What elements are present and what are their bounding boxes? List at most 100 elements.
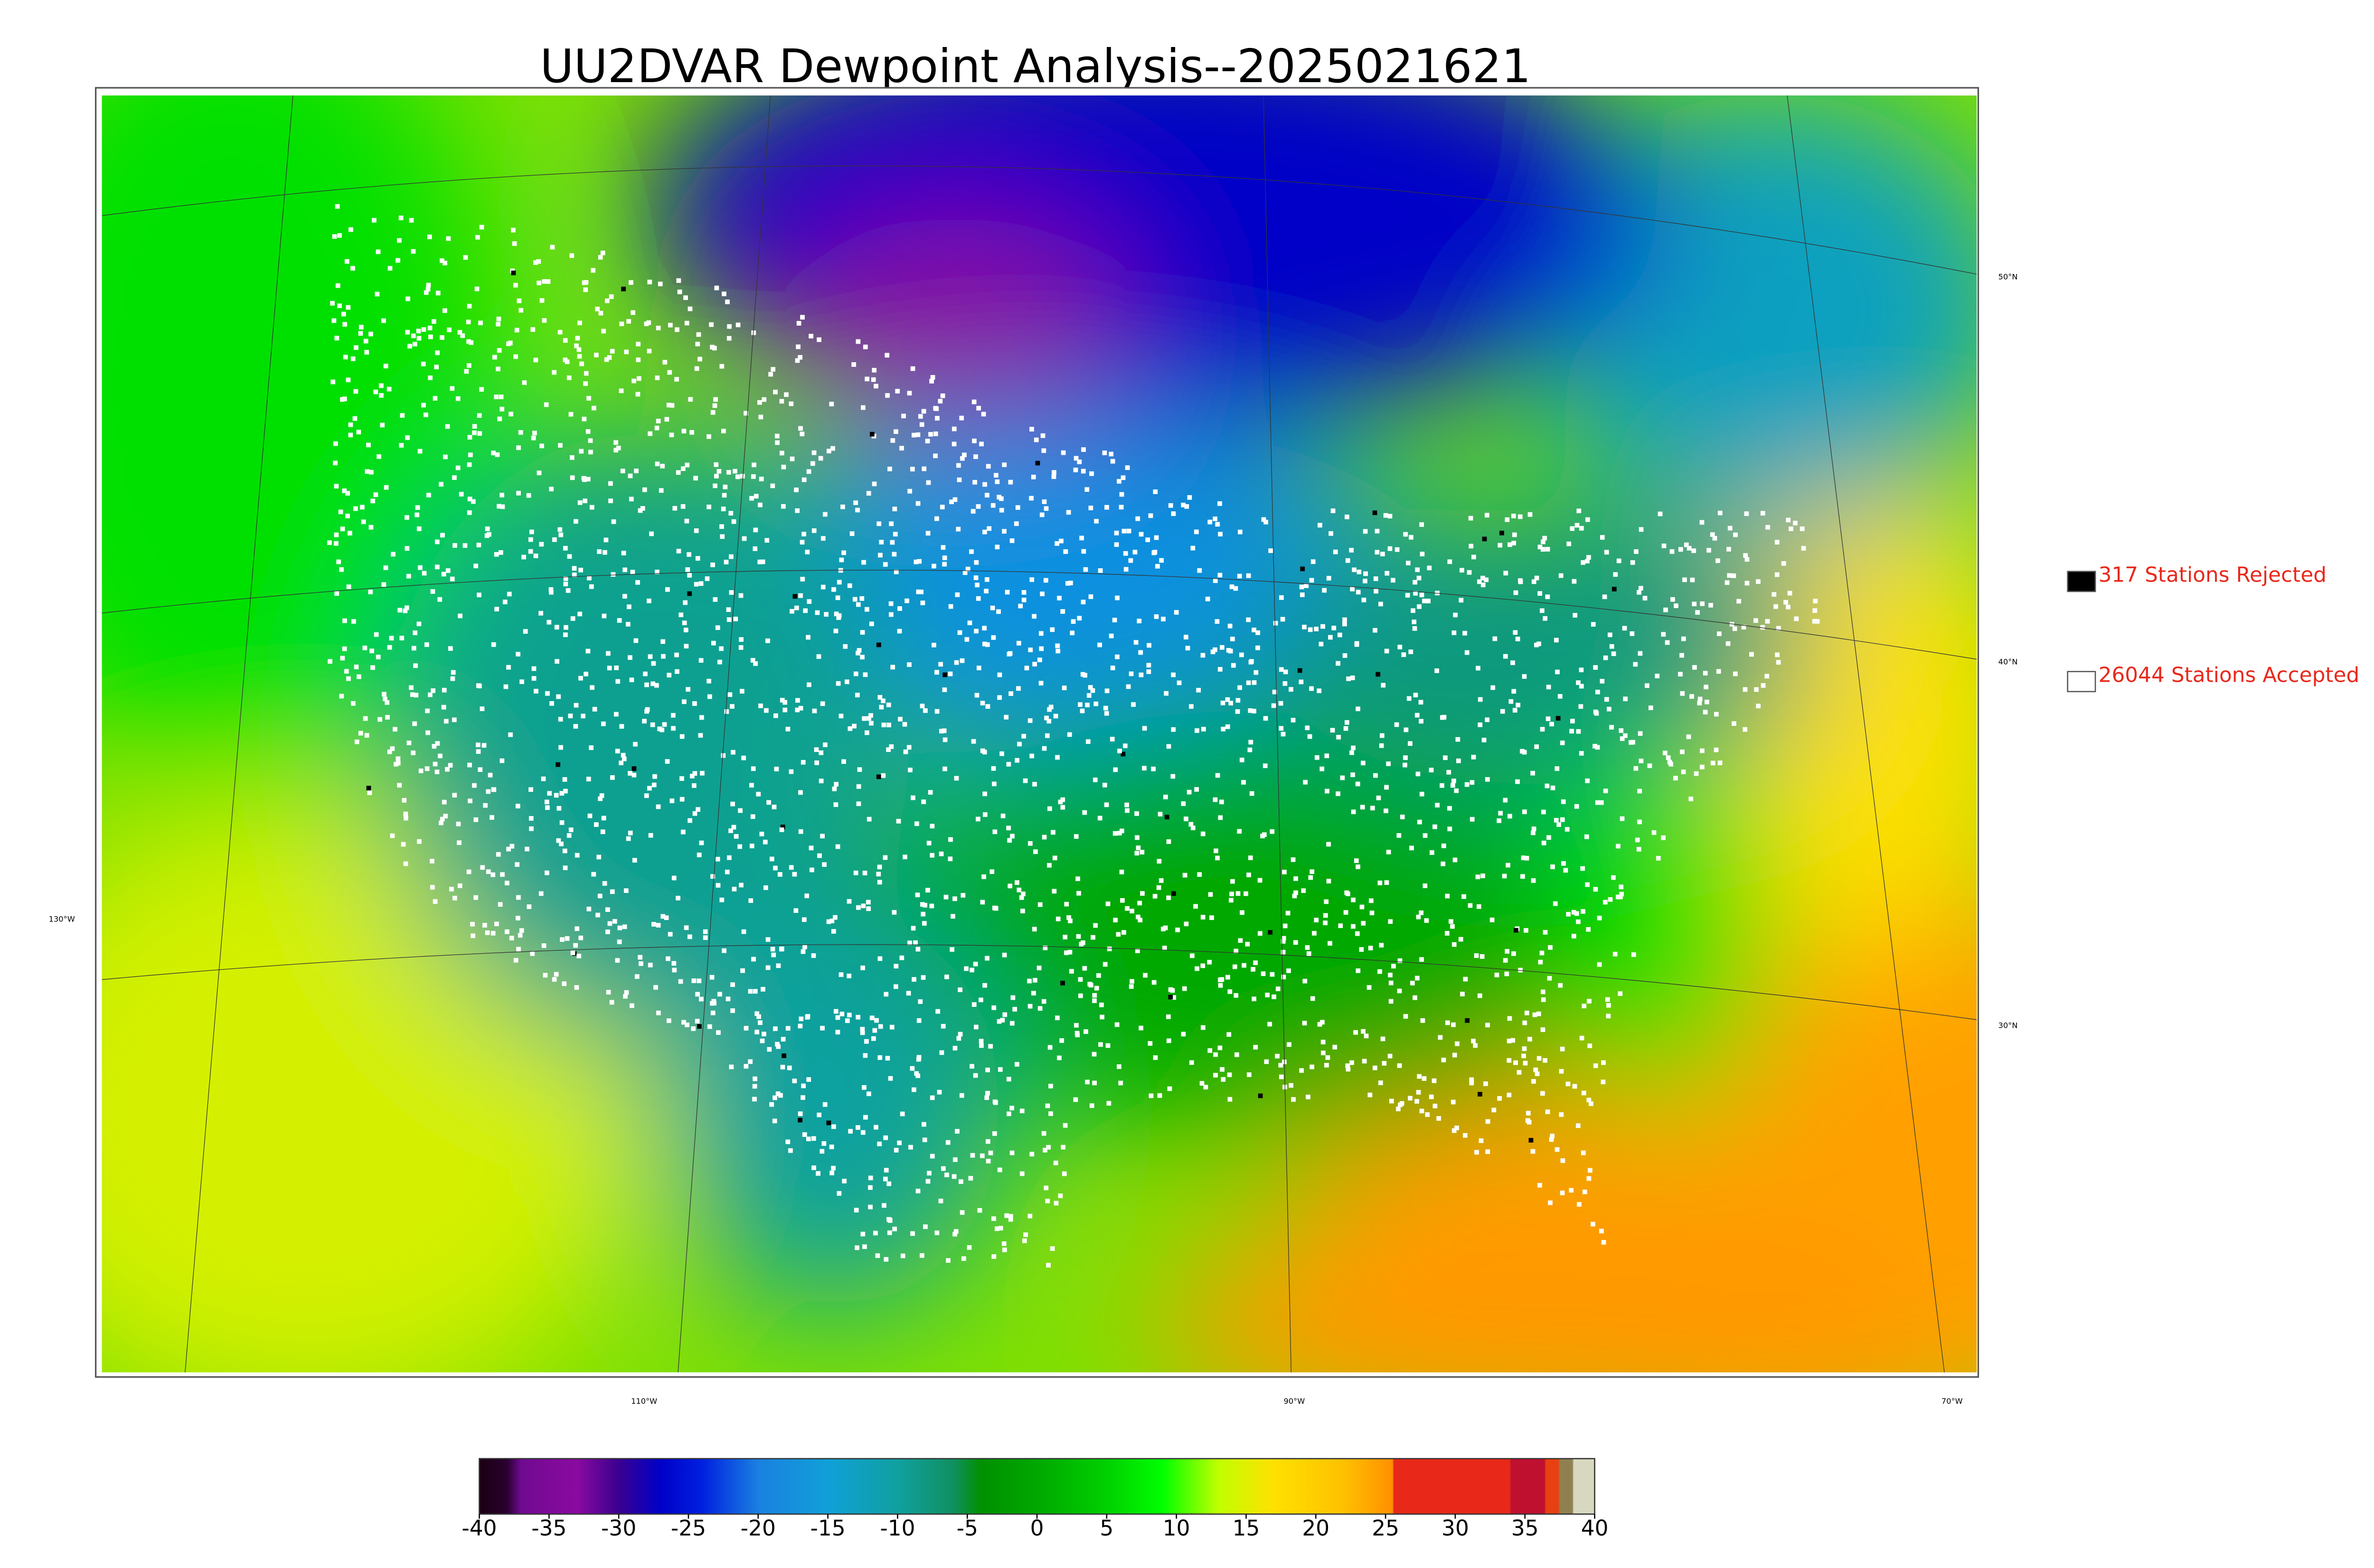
station-dot (860, 965, 865, 970)
station-dot (622, 756, 627, 761)
station-dot (440, 335, 444, 340)
station-dot (1328, 941, 1332, 946)
station-dot (939, 729, 944, 734)
station-dot (1485, 777, 1490, 782)
station-dot (1309, 578, 1314, 583)
station-dot (1077, 460, 1082, 464)
station-dot (650, 681, 655, 686)
station-dot (556, 694, 561, 699)
station-dot (763, 839, 768, 845)
station-dot (831, 929, 836, 934)
station-dot (856, 905, 861, 910)
station-dot (794, 488, 799, 492)
station-dot (1476, 666, 1480, 671)
station-dot (413, 630, 418, 635)
station-dot (1166, 1014, 1171, 1019)
station-dot (1034, 437, 1039, 442)
station-dot (1541, 997, 1546, 1002)
station-dot (955, 1129, 960, 1134)
station-dot (516, 490, 521, 496)
station-dot (1490, 685, 1496, 690)
station-dot (996, 609, 1001, 614)
station-dot (1306, 1094, 1310, 1099)
station-dot (334, 532, 339, 537)
station-dot (945, 1140, 951, 1145)
station-dot (960, 456, 965, 461)
station-dot (1533, 1067, 1538, 1072)
station-dot (1416, 914, 1421, 920)
station-dot (430, 589, 435, 594)
station-dot (1363, 571, 1368, 576)
station-dot (991, 1005, 997, 1010)
station-dot (812, 708, 817, 714)
station-dot (1104, 711, 1109, 716)
station-dot (962, 570, 968, 575)
station-dot (687, 934, 692, 939)
station-dot (476, 543, 481, 548)
station-dot (1279, 595, 1284, 600)
station-dot (576, 347, 582, 352)
station-dot (1666, 755, 1671, 760)
station-dot (1318, 523, 1322, 528)
station-dot (1033, 849, 1038, 854)
station-dot (1354, 858, 1359, 863)
station-dot (451, 670, 456, 675)
station-dot (567, 554, 572, 559)
station-dot (1349, 1060, 1354, 1065)
station-dot (1386, 849, 1391, 854)
station-dot (1200, 1025, 1206, 1030)
station-dot (885, 1056, 890, 1061)
dewpoint-field (102, 95, 1977, 1372)
station-dot (1291, 717, 1296, 723)
station-dot (575, 853, 580, 858)
station-dot (985, 704, 990, 709)
station-dot (1344, 890, 1349, 895)
station-dot (1403, 1014, 1408, 1019)
station-dot (1255, 645, 1260, 650)
station-dot (1443, 755, 1448, 761)
station-dot (1343, 726, 1348, 731)
station-dot (780, 825, 785, 829)
station-dot (992, 829, 998, 835)
station-dot (1151, 766, 1156, 771)
station-dot (343, 355, 348, 360)
station-dot (672, 967, 677, 973)
station-dot (1396, 833, 1402, 838)
station-dot (1773, 604, 1778, 609)
station-dot (1037, 1006, 1043, 1011)
station-dot (1513, 1060, 1518, 1065)
station-dot (679, 734, 685, 739)
station-dot (1384, 880, 1389, 885)
station-dot (937, 1089, 942, 1095)
station-dot (631, 766, 637, 771)
station-dot (1608, 897, 1613, 902)
station-dot (1389, 1099, 1394, 1104)
station-dot (435, 350, 440, 356)
station-dot (820, 584, 826, 590)
station-dot (1139, 672, 1144, 677)
station-dot (865, 376, 870, 382)
station-dot (792, 1079, 797, 1083)
station-dot (404, 816, 408, 821)
station-dot (1032, 662, 1037, 667)
station-dot (668, 322, 673, 328)
station-dot (1098, 568, 1103, 573)
station-dot (1068, 581, 1073, 585)
lat-label: 40°N (1998, 657, 2018, 667)
station-dot (1710, 532, 1715, 537)
colorbar-tick-label: 15 (1233, 1515, 1260, 1540)
station-dot (1102, 782, 1107, 788)
station-dot (696, 807, 700, 812)
station-dot (845, 1018, 850, 1023)
station-dot (467, 462, 472, 467)
station-dot (722, 948, 727, 953)
station-dot (568, 412, 574, 417)
station-dot (587, 575, 592, 581)
station-dot (1353, 1030, 1358, 1035)
station-dot (1270, 972, 1275, 977)
legend-swatch (2067, 671, 2096, 693)
station-dot (1044, 715, 1049, 721)
station-dot (900, 1253, 905, 1258)
station-dot (1069, 969, 1074, 974)
station-dot (697, 357, 702, 362)
